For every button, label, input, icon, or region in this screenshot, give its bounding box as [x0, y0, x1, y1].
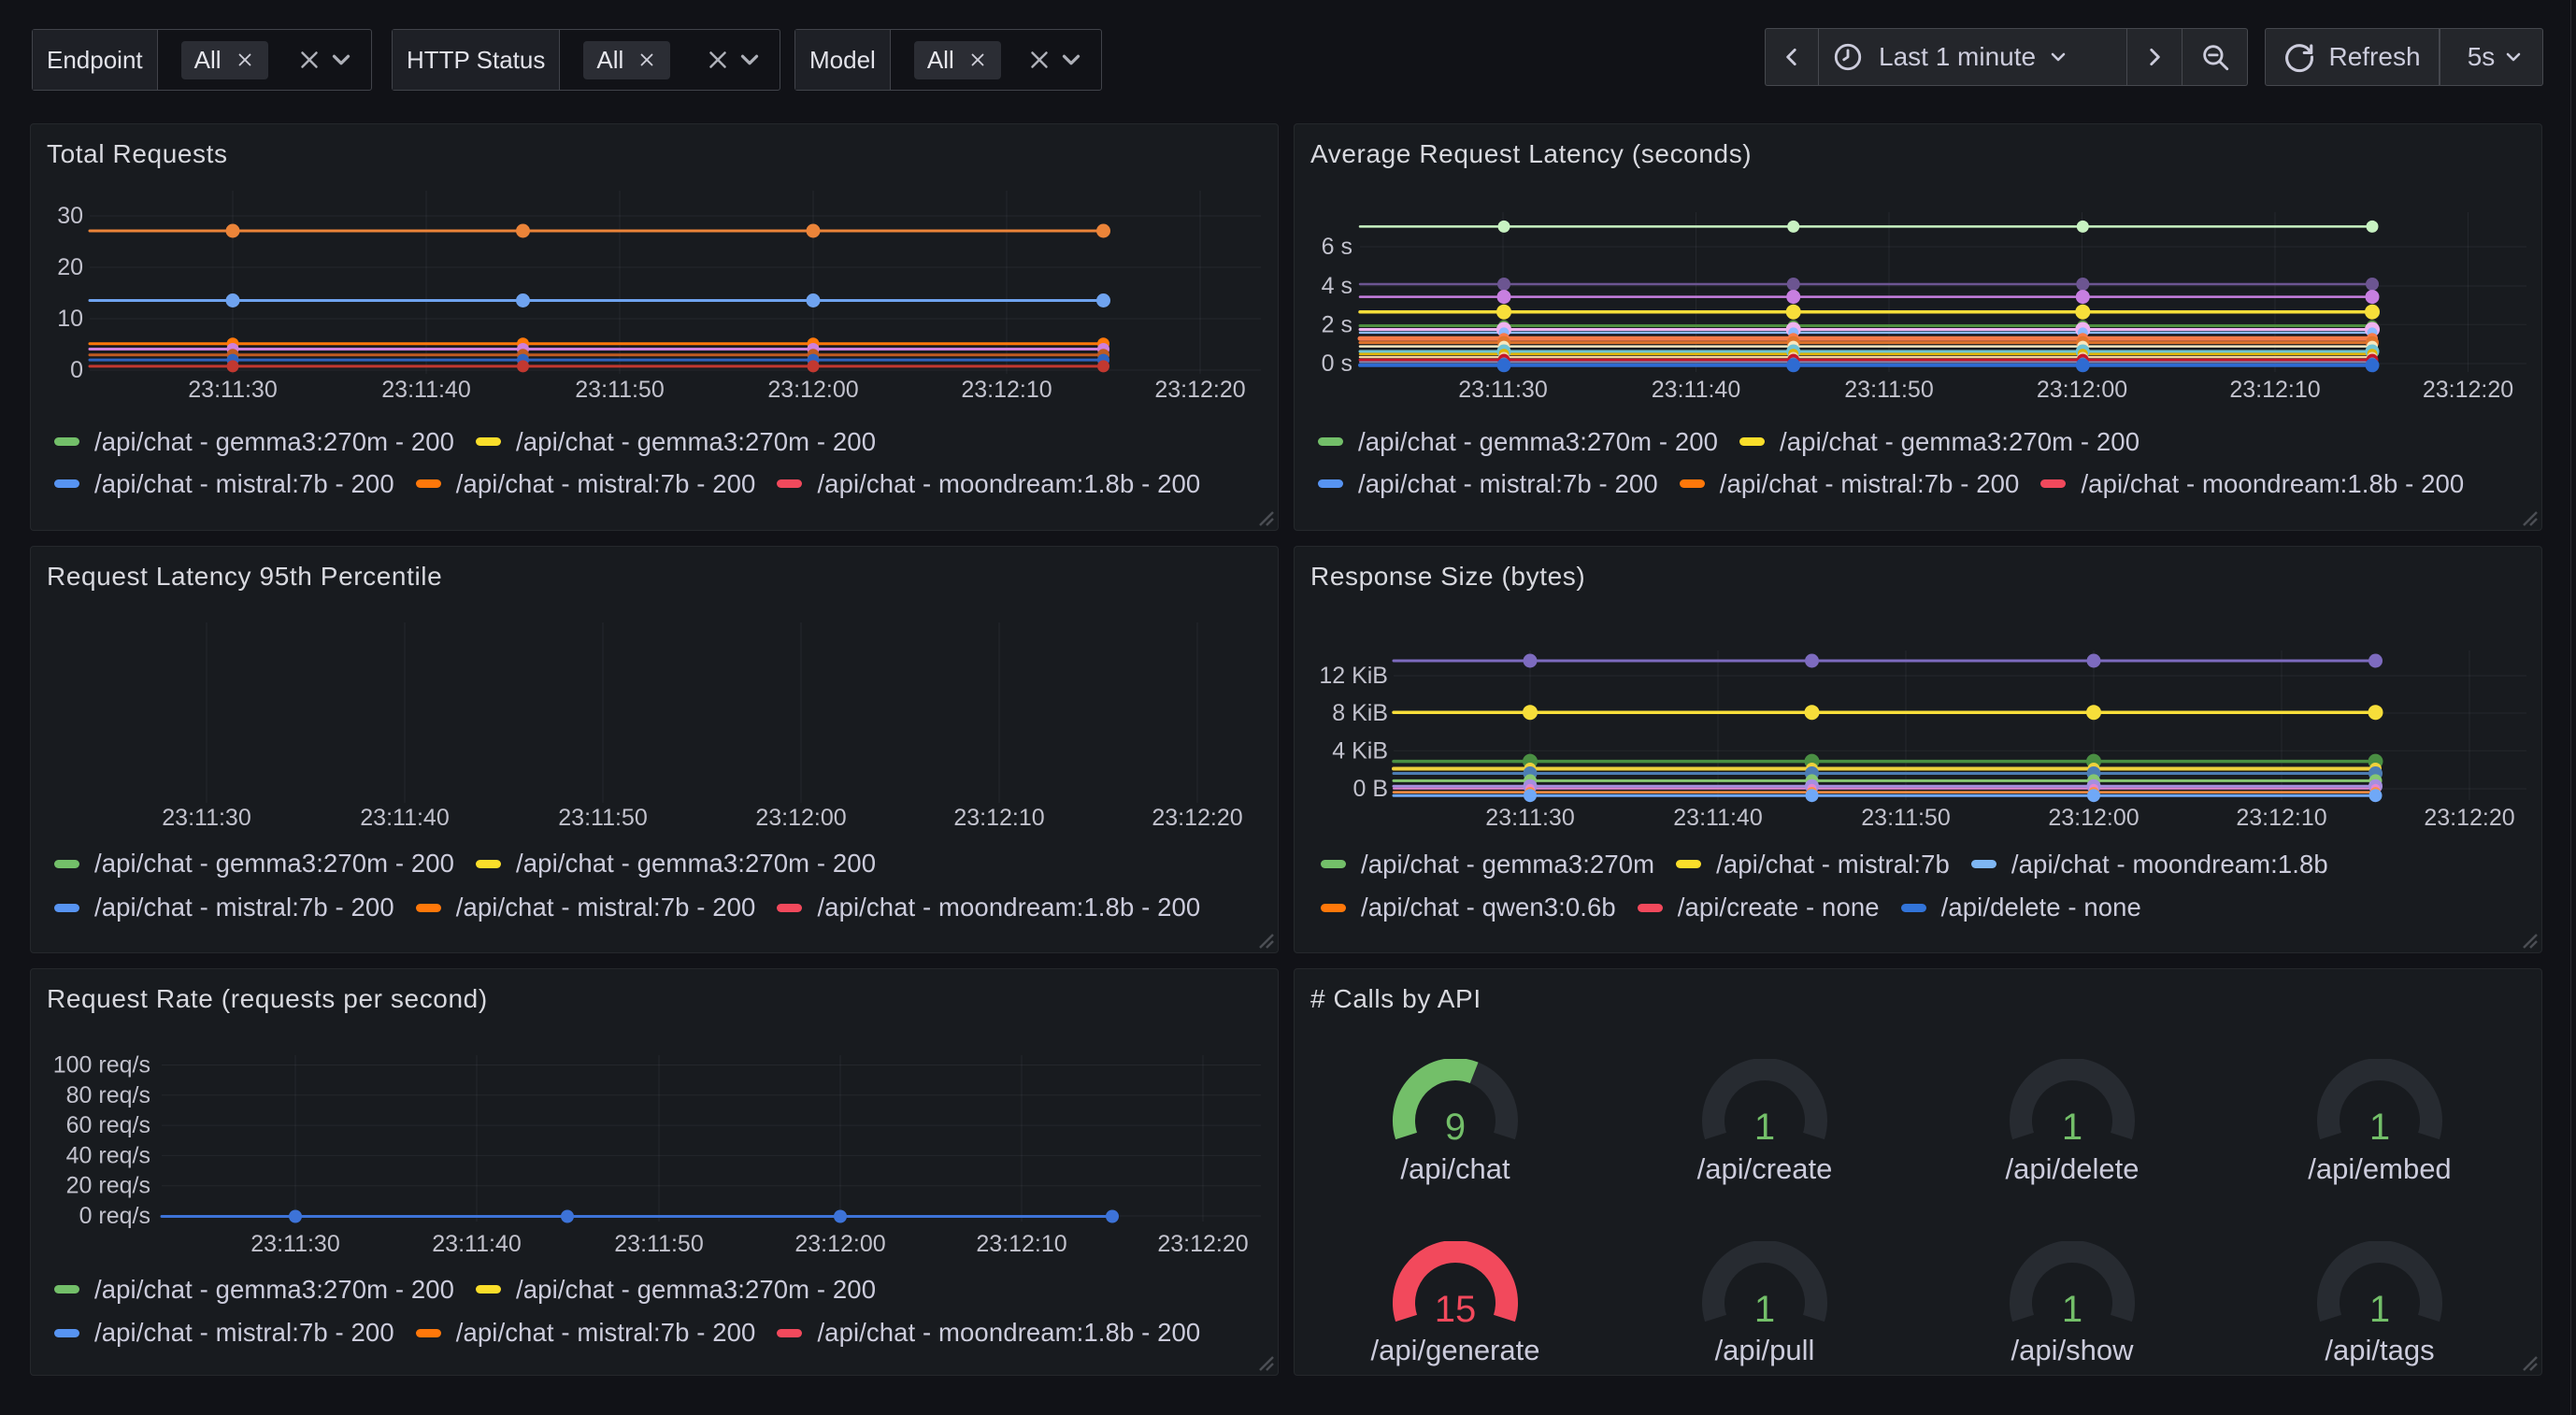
svg-text:23:12:20: 23:12:20 [2423, 377, 2513, 403]
svg-text:23:12:20: 23:12:20 [2424, 805, 2514, 831]
svg-text:23:11:30: 23:11:30 [162, 805, 250, 831]
svg-text:23:12:00: 23:12:00 [767, 377, 858, 403]
svg-text:23:12:00: 23:12:00 [755, 805, 846, 831]
svg-text:23:11:30: 23:11:30 [1485, 805, 1574, 831]
svg-text:12 KiB: 12 KiB [1319, 663, 1388, 689]
svg-text:20: 20 [57, 254, 83, 280]
svg-text:23:12:00: 23:12:00 [2037, 377, 2127, 403]
svg-text:23:12:20: 23:12:20 [1157, 1231, 1248, 1257]
svg-text:0 B: 0 B [1352, 776, 1388, 802]
svg-text:0: 0 [70, 357, 83, 383]
svg-text:20 req/s: 20 req/s [66, 1173, 150, 1199]
svg-text:4 KiB: 4 KiB [1332, 737, 1388, 764]
svg-text:23:12:10: 23:12:10 [2236, 805, 2326, 831]
svg-text:23:11:50: 23:11:50 [614, 1231, 703, 1257]
svg-text:23:11:50: 23:11:50 [1844, 377, 1933, 403]
svg-text:80 req/s: 80 req/s [66, 1082, 150, 1108]
svg-text:23:12:00: 23:12:00 [2048, 805, 2139, 831]
svg-text:30: 30 [57, 203, 83, 229]
svg-text:23:11:50: 23:11:50 [575, 377, 664, 403]
svg-text:23:11:30: 23:11:30 [250, 1231, 339, 1257]
svg-text:23:11:40: 23:11:40 [381, 377, 470, 403]
svg-text:23:11:40: 23:11:40 [432, 1231, 521, 1257]
svg-text:60 req/s: 60 req/s [66, 1112, 150, 1138]
svg-text:8 KiB: 8 KiB [1332, 700, 1388, 726]
svg-text:2 s: 2 s [1322, 311, 1352, 337]
svg-text:23:11:30: 23:11:30 [188, 377, 277, 403]
svg-text:23:12:00: 23:12:00 [794, 1231, 885, 1257]
svg-text:23:12:10: 23:12:10 [961, 377, 1052, 403]
svg-text:23:11:40: 23:11:40 [360, 805, 449, 831]
svg-text:10: 10 [57, 306, 83, 332]
svg-text:0 req/s: 0 req/s [79, 1203, 150, 1229]
svg-text:100 req/s: 100 req/s [53, 1052, 150, 1079]
svg-text:23:11:30: 23:11:30 [1458, 377, 1547, 403]
svg-text:23:12:10: 23:12:10 [976, 1231, 1066, 1257]
svg-text:0 s: 0 s [1322, 350, 1352, 377]
svg-text:23:12:10: 23:12:10 [2229, 377, 2320, 403]
svg-text:23:11:50: 23:11:50 [558, 805, 647, 831]
svg-text:23:11:40: 23:11:40 [1652, 377, 1740, 403]
svg-text:23:11:50: 23:11:50 [1861, 805, 1950, 831]
svg-text:4 s: 4 s [1322, 273, 1352, 299]
svg-text:6 s: 6 s [1322, 234, 1352, 260]
svg-text:23:11:40: 23:11:40 [1673, 805, 1762, 831]
svg-text:23:12:10: 23:12:10 [953, 805, 1044, 831]
svg-text:40 req/s: 40 req/s [66, 1142, 150, 1168]
svg-text:23:12:20: 23:12:20 [1154, 377, 1245, 403]
svg-text:23:12:20: 23:12:20 [1152, 805, 1242, 831]
